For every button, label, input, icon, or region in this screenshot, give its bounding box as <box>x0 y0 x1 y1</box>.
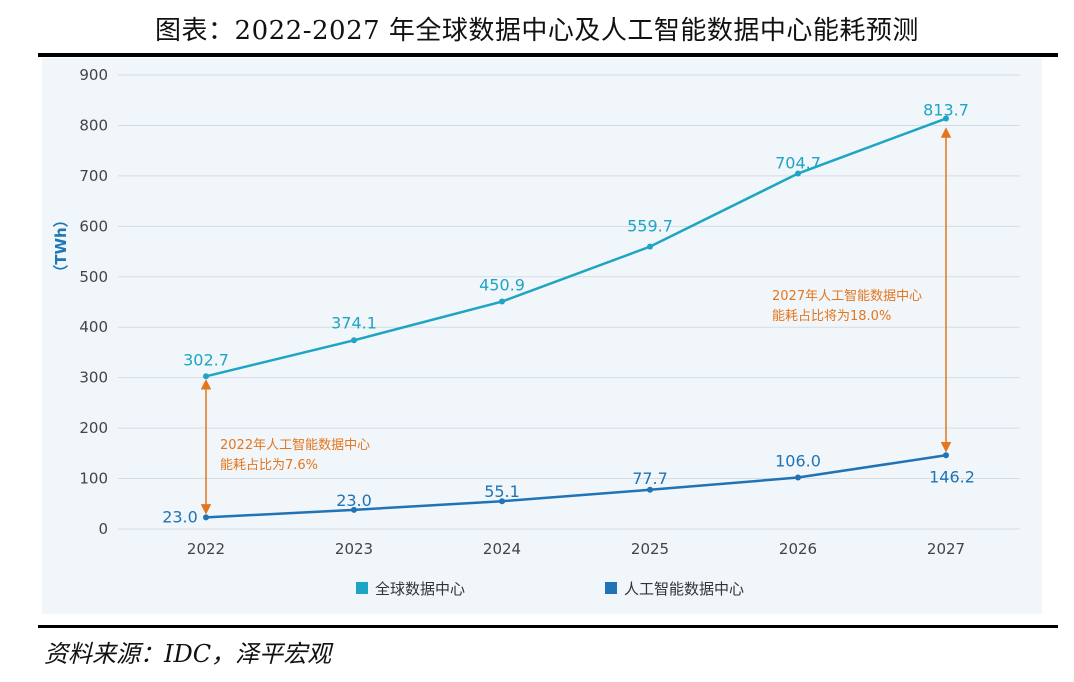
y-tick-label: 200 <box>79 419 108 437</box>
data-point <box>203 373 209 380</box>
x-tick-label: 2027 <box>927 540 965 558</box>
data-label: 302.7 <box>183 350 229 369</box>
y-axis-label: （TWh） <box>52 212 70 279</box>
data-point <box>499 298 505 305</box>
data-label: 106.0 <box>775 452 821 471</box>
data-point <box>943 115 949 122</box>
x-tick-label: 2025 <box>631 540 669 558</box>
data-label: 813.7 <box>923 101 969 120</box>
data-label: 146.2 <box>929 467 975 486</box>
data-label: 55.1 <box>484 482 520 501</box>
x-tick-label: 2024 <box>483 540 521 558</box>
bottom-rule <box>38 625 1058 628</box>
data-point <box>203 514 209 521</box>
chart-panel <box>42 58 1042 614</box>
y-tick-label: 0 <box>98 520 108 538</box>
data-label: 559.7 <box>627 217 673 236</box>
x-tick-label: 2022 <box>187 540 225 558</box>
y-tick-label: 900 <box>79 66 108 84</box>
y-tick-label: 300 <box>79 369 108 387</box>
y-tick-label: 100 <box>79 470 108 488</box>
data-point <box>943 452 949 459</box>
y-tick-label: 400 <box>79 318 108 336</box>
data-label: 704.7 <box>775 154 821 173</box>
legend-swatch <box>605 582 617 594</box>
data-point <box>795 170 801 177</box>
annotation-text: 2022年人工智能数据中心 <box>220 438 370 453</box>
y-tick-label: 700 <box>79 167 108 185</box>
y-tick-label: 500 <box>79 268 108 286</box>
data-label: 23.0 <box>162 507 198 526</box>
series-line-0 <box>205 117 947 378</box>
chart-title: 图表：2022-2027 年全球数据中心及人工智能数据中心能耗预测 <box>155 16 919 46</box>
x-tick-label: 2023 <box>335 540 373 558</box>
data-label: 374.1 <box>331 313 377 332</box>
annotation-text: 能耗占比为7.6% <box>220 458 318 473</box>
annotation-text: 2027年人工智能数据中心 <box>772 289 922 304</box>
y-tick-label: 600 <box>79 217 108 235</box>
legend-swatch <box>356 582 368 594</box>
x-tick-label: 2026 <box>779 540 817 558</box>
data-label: 450.9 <box>479 276 525 295</box>
annotation-text: 能耗占比将为18.0% <box>772 309 891 324</box>
top-rule <box>38 53 1058 57</box>
legend-label: 人工智能数据中心 <box>624 580 744 598</box>
data-label: 23.0 <box>336 491 372 510</box>
data-point <box>351 337 357 344</box>
y-tick-label: 800 <box>79 116 108 134</box>
data-label: 77.7 <box>632 469 668 488</box>
legend-label: 全球数据中心 <box>375 580 465 598</box>
series-line-1 <box>205 454 947 519</box>
data-point <box>647 243 653 250</box>
data-point <box>499 498 505 505</box>
data-point <box>647 486 653 493</box>
data-point <box>795 474 801 481</box>
source-note: 资料来源：IDC，泽平宏观 <box>44 640 332 668</box>
data-point <box>351 506 357 513</box>
